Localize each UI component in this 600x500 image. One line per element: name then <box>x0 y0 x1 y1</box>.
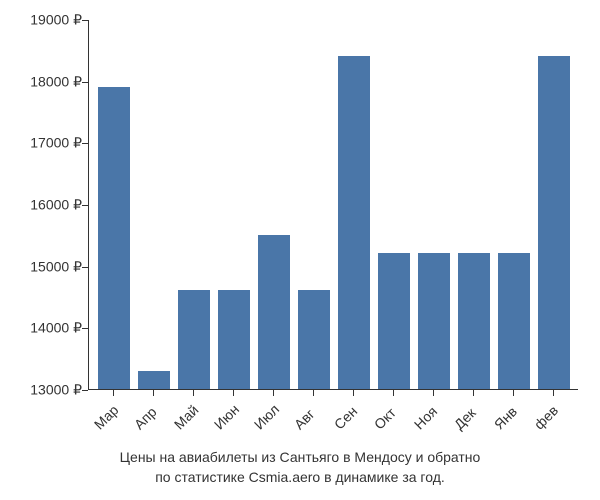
bar <box>498 253 531 389</box>
x-tick-mark <box>353 390 354 396</box>
bar <box>98 87 131 389</box>
bar <box>138 371 171 390</box>
y-tick-label: 13000 ₽ <box>0 382 82 399</box>
chart-container <box>88 20 578 390</box>
bar-slot <box>294 19 334 389</box>
chart-caption: Цены на авиабилеты из Сантьяго в Мендосу… <box>0 448 600 487</box>
bar <box>218 290 251 389</box>
bar <box>418 253 451 389</box>
bar-slot <box>454 19 494 389</box>
bar <box>378 253 411 389</box>
caption-line-1: Цены на авиабилеты из Сантьяго в Мендосу… <box>120 449 481 465</box>
x-tick-mark <box>393 390 394 396</box>
bar <box>338 56 371 389</box>
bar-slot <box>134 19 174 389</box>
y-axis: 13000 ₽14000 ₽15000 ₽16000 ₽17000 ₽18000… <box>0 20 82 390</box>
bar-slot <box>374 19 414 389</box>
x-tick-mark <box>433 390 434 396</box>
y-tick-label: 16000 ₽ <box>0 197 82 214</box>
y-tick-label: 18000 ₽ <box>0 73 82 90</box>
bar-slot <box>494 19 534 389</box>
x-tick-mark <box>193 390 194 396</box>
caption-line-2: по статистике Csmia.aero в динамике за г… <box>155 469 445 485</box>
x-tick-mark <box>473 390 474 396</box>
x-axis: МарАпрМайИюнИюлАвгСенОктНояДекЯнвфев <box>88 393 578 453</box>
bars-group <box>89 19 579 389</box>
bar-slot <box>174 19 214 389</box>
bar-slot <box>414 19 454 389</box>
bar <box>178 290 211 389</box>
y-tick-label: 14000 ₽ <box>0 320 82 337</box>
y-tick-mark <box>82 390 88 391</box>
x-tick-mark <box>113 390 114 396</box>
x-tick-mark <box>513 390 514 396</box>
bar-slot <box>254 19 294 389</box>
bar <box>538 56 571 389</box>
y-tick-label: 17000 ₽ <box>0 135 82 152</box>
bar-slot <box>334 19 374 389</box>
bar-slot <box>214 19 254 389</box>
bar-slot <box>94 19 134 389</box>
y-tick-label: 15000 ₽ <box>0 258 82 275</box>
x-tick-mark <box>233 390 234 396</box>
y-tick-label: 19000 ₽ <box>0 12 82 29</box>
bar <box>458 253 491 389</box>
bar <box>298 290 331 389</box>
x-tick-mark <box>153 390 154 396</box>
bar <box>258 235 291 389</box>
plot-area <box>88 20 578 390</box>
bar-slot <box>534 19 574 389</box>
x-tick-mark <box>313 390 314 396</box>
x-tick-mark <box>553 390 554 396</box>
x-tick-mark <box>273 390 274 396</box>
